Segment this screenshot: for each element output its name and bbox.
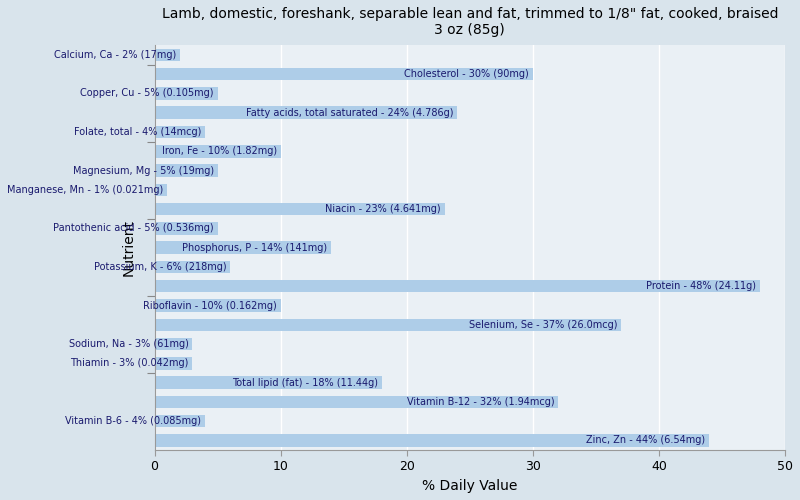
Bar: [154, 68, 533, 80]
Text: Vitamin B-12 - 32% (1.94mcg): Vitamin B-12 - 32% (1.94mcg): [406, 397, 554, 407]
Text: Calcium, Ca - 2% (17mg): Calcium, Ca - 2% (17mg): [54, 50, 176, 60]
X-axis label: % Daily Value: % Daily Value: [422, 479, 518, 493]
Bar: [154, 48, 180, 61]
Text: Magnesium, Mg - 5% (19mg): Magnesium, Mg - 5% (19mg): [73, 166, 214, 175]
Text: Pantothenic acid - 5% (0.536mg): Pantothenic acid - 5% (0.536mg): [53, 224, 214, 234]
Bar: [154, 338, 192, 350]
Bar: [154, 222, 218, 234]
Y-axis label: Nutrient: Nutrient: [122, 219, 136, 276]
Text: Vitamin B-6 - 4% (0.085mg): Vitamin B-6 - 4% (0.085mg): [65, 416, 201, 426]
Bar: [154, 145, 281, 158]
Bar: [154, 164, 218, 177]
Text: Iron, Fe - 10% (1.82mg): Iron, Fe - 10% (1.82mg): [162, 146, 277, 156]
Bar: [154, 280, 760, 292]
Bar: [154, 260, 230, 273]
Bar: [154, 126, 205, 138]
Bar: [154, 434, 710, 446]
Bar: [154, 376, 382, 389]
Bar: [154, 106, 457, 119]
Text: Protein - 48% (24.11g): Protein - 48% (24.11g): [646, 281, 756, 291]
Text: Zinc, Zn - 44% (6.54mg): Zinc, Zn - 44% (6.54mg): [586, 436, 706, 446]
Bar: [154, 396, 558, 408]
Bar: [154, 357, 192, 370]
Bar: [154, 203, 445, 215]
Bar: [154, 242, 331, 254]
Text: Folate, total - 4% (14mcg): Folate, total - 4% (14mcg): [74, 127, 201, 137]
Text: Cholesterol - 30% (90mg): Cholesterol - 30% (90mg): [404, 69, 529, 79]
Text: Total lipid (fat) - 18% (11.44g): Total lipid (fat) - 18% (11.44g): [232, 378, 378, 388]
Text: Riboflavin - 10% (0.162mg): Riboflavin - 10% (0.162mg): [143, 300, 277, 310]
Text: Thiamin - 3% (0.042mg): Thiamin - 3% (0.042mg): [70, 358, 189, 368]
Text: Sodium, Na - 3% (61mg): Sodium, Na - 3% (61mg): [69, 339, 189, 349]
Bar: [154, 184, 167, 196]
Text: Copper, Cu - 5% (0.105mg): Copper, Cu - 5% (0.105mg): [80, 88, 214, 99]
Bar: [154, 318, 621, 331]
Bar: [154, 87, 218, 100]
Text: Fatty acids, total saturated - 24% (4.786g): Fatty acids, total saturated - 24% (4.78…: [246, 108, 454, 118]
Title: Lamb, domestic, foreshank, separable lean and fat, trimmed to 1/8" fat, cooked, : Lamb, domestic, foreshank, separable lea…: [162, 7, 778, 37]
Text: Niacin - 23% (4.641mg): Niacin - 23% (4.641mg): [325, 204, 441, 214]
Text: Selenium, Se - 37% (26.0mcg): Selenium, Se - 37% (26.0mcg): [469, 320, 618, 330]
Bar: [154, 299, 281, 312]
Text: Manganese, Mn - 1% (0.021mg): Manganese, Mn - 1% (0.021mg): [7, 185, 163, 195]
Text: Potassium, K - 6% (218mg): Potassium, K - 6% (218mg): [94, 262, 226, 272]
Bar: [154, 415, 205, 428]
Text: Phosphorus, P - 14% (141mg): Phosphorus, P - 14% (141mg): [182, 242, 327, 252]
